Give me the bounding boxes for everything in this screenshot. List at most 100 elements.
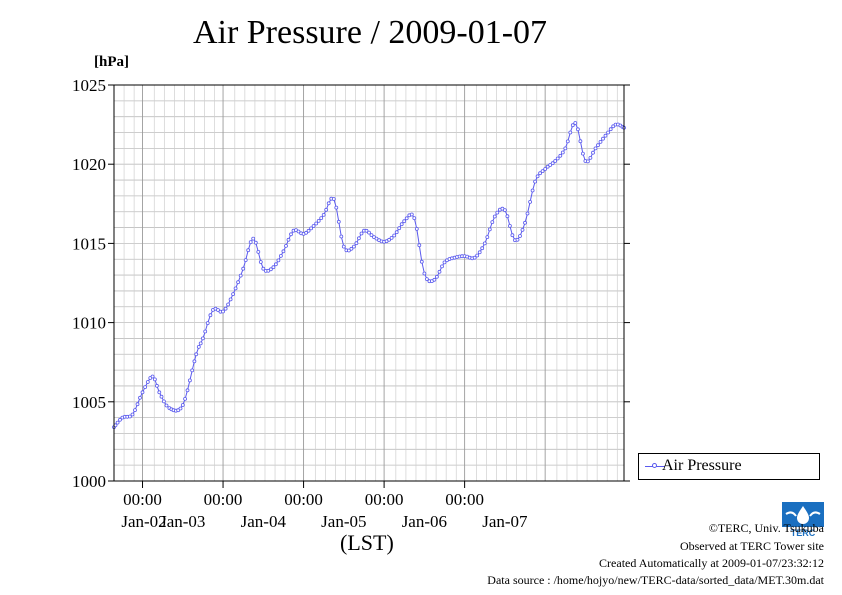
x-tick-time-label: 00:00 bbox=[365, 490, 404, 509]
data-point bbox=[304, 230, 309, 235]
data-point bbox=[192, 359, 197, 364]
data-point bbox=[133, 408, 137, 413]
data-point bbox=[273, 262, 278, 267]
data-point bbox=[284, 243, 288, 248]
logo-text: TERC bbox=[791, 528, 816, 538]
y-tick-label: 1015 bbox=[72, 234, 106, 253]
data-point bbox=[241, 266, 246, 271]
legend-marker bbox=[652, 463, 657, 468]
data-point bbox=[256, 249, 261, 254]
data-point bbox=[200, 336, 205, 341]
data-point bbox=[367, 230, 371, 235]
data-point bbox=[422, 271, 427, 276]
x-tick-time-label: 00:00 bbox=[445, 490, 484, 509]
data-point bbox=[523, 220, 527, 225]
data-point bbox=[203, 329, 208, 334]
data-point bbox=[414, 226, 419, 231]
data-point bbox=[127, 414, 132, 419]
data-point bbox=[424, 277, 429, 282]
logo-text-band bbox=[782, 527, 824, 538]
data-point bbox=[154, 383, 159, 388]
data-point bbox=[593, 146, 598, 151]
data-point bbox=[530, 188, 535, 193]
data-point bbox=[331, 197, 336, 201]
data-point bbox=[289, 232, 293, 237]
data-point bbox=[480, 246, 485, 251]
data-point bbox=[248, 240, 253, 245]
chart-title: Air Pressure / 2009-01-07 bbox=[192, 14, 548, 51]
data-point bbox=[159, 394, 164, 399]
data-point bbox=[538, 171, 542, 176]
data-point bbox=[216, 308, 220, 312]
data-point bbox=[520, 227, 525, 232]
data-point bbox=[434, 274, 439, 279]
data-point bbox=[475, 253, 480, 258]
data-point bbox=[243, 258, 248, 263]
data-point bbox=[196, 344, 201, 349]
data-point bbox=[359, 231, 364, 236]
data-point bbox=[477, 250, 482, 255]
data-point bbox=[535, 174, 540, 179]
x-tick-time-label: 00:00 bbox=[123, 490, 162, 509]
data-point bbox=[221, 309, 225, 314]
data-point bbox=[397, 226, 402, 231]
data-point bbox=[231, 292, 236, 297]
data-point bbox=[135, 402, 140, 407]
data-point bbox=[346, 248, 351, 253]
data-point bbox=[553, 159, 558, 163]
data-point bbox=[598, 139, 603, 144]
data-point bbox=[409, 212, 414, 217]
data-point bbox=[528, 199, 532, 204]
data-point bbox=[570, 123, 575, 128]
x-axis-label: (LST) bbox=[340, 530, 394, 555]
data-point bbox=[140, 390, 145, 395]
data-point bbox=[326, 201, 331, 206]
data-point bbox=[324, 207, 329, 212]
data-point bbox=[271, 265, 276, 270]
data-point bbox=[576, 127, 580, 132]
data-point bbox=[586, 159, 590, 164]
data-point bbox=[588, 155, 593, 160]
data-point bbox=[472, 255, 477, 260]
data-point bbox=[601, 136, 605, 141]
data-point bbox=[341, 244, 346, 249]
data-point bbox=[573, 121, 578, 125]
data-point bbox=[306, 228, 311, 233]
data-point bbox=[143, 385, 148, 390]
grid-lines bbox=[113, 85, 624, 481]
data-point bbox=[563, 146, 568, 151]
data-point bbox=[490, 220, 495, 225]
data-point bbox=[487, 227, 492, 232]
data-point bbox=[157, 390, 162, 395]
credit-copyright: ©TERC, Univ. Tsukuba bbox=[708, 521, 824, 535]
data-point bbox=[606, 130, 610, 135]
data-point bbox=[540, 169, 545, 174]
data-point bbox=[351, 244, 356, 249]
legend-label: Air Pressure bbox=[662, 457, 742, 474]
data-point bbox=[417, 243, 422, 248]
data-point bbox=[432, 277, 437, 282]
data-point bbox=[578, 139, 583, 144]
data-point bbox=[228, 297, 233, 302]
credit-source: Data source : /home/hojyo/new/TERC-data/… bbox=[487, 573, 824, 587]
data-point bbox=[482, 241, 487, 246]
data-point bbox=[118, 417, 122, 422]
data-point bbox=[356, 236, 361, 241]
data-point bbox=[550, 161, 555, 166]
data-point bbox=[364, 228, 369, 233]
data-point bbox=[515, 237, 520, 242]
data-point bbox=[402, 219, 407, 224]
data-point bbox=[278, 253, 283, 258]
data-point bbox=[309, 226, 314, 231]
y-tick-label: 1010 bbox=[72, 314, 106, 333]
data-point bbox=[399, 222, 404, 227]
x-tick-date-label: Jan-03 bbox=[160, 512, 205, 531]
y-tick-label: 1025 bbox=[72, 76, 106, 95]
data-point bbox=[236, 280, 241, 285]
data-point bbox=[339, 234, 344, 239]
y-axis-unit-label: [hPa] bbox=[94, 54, 129, 70]
data-point bbox=[130, 412, 135, 417]
series-air-pressure bbox=[112, 121, 626, 430]
data-point bbox=[183, 396, 188, 401]
data-point bbox=[268, 267, 273, 272]
